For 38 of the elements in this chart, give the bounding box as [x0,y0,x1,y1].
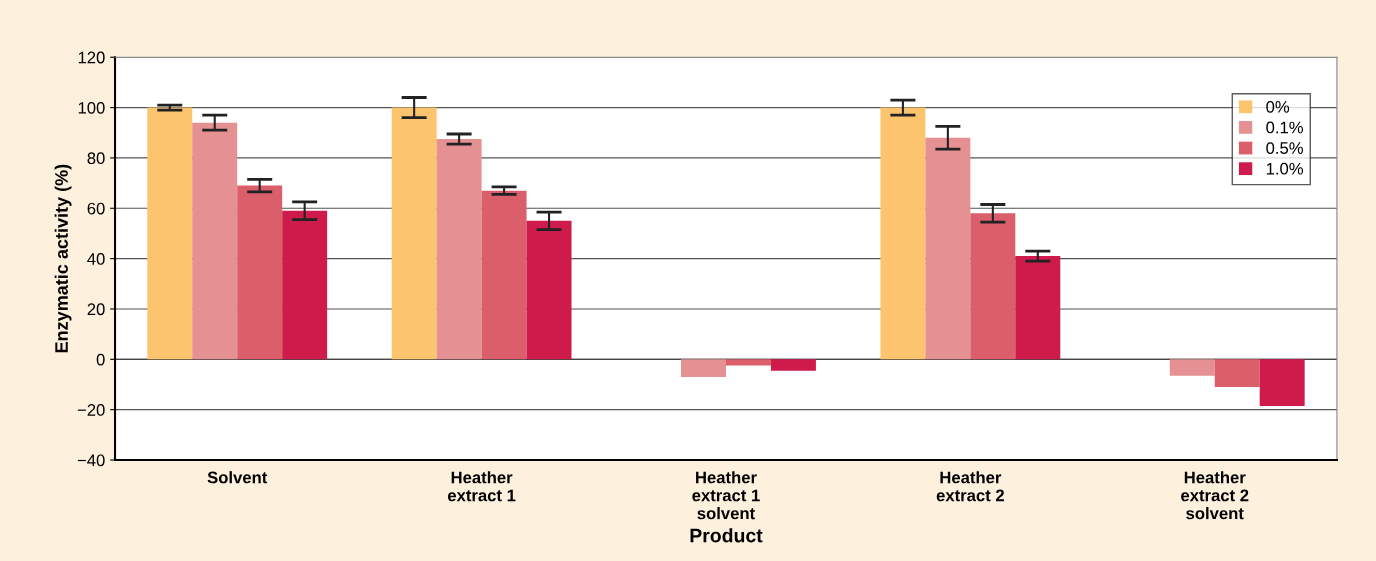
bar [282,210,328,360]
y-tick-label: −20 [77,404,105,416]
x-tick-label: Heather extract 1 solvent [692,471,760,520]
bar [1214,359,1260,388]
y-tick-label: −40 [77,454,105,467]
bar [1259,359,1305,406]
bar [1169,359,1215,376]
bar [880,107,926,360]
legend-label: 1.0% [1266,162,1303,175]
x-axis-title: Product [690,528,763,543]
x-tick-label: Heather extract 2 solvent [1181,471,1249,520]
legend-label: 0.1% [1266,121,1303,134]
bar [237,185,283,360]
bar [681,359,726,377]
bar [1015,256,1061,360]
bar [770,359,816,371]
y-tick-label: 80 [87,152,105,165]
y-tick-label: 120 [78,51,105,64]
bar [970,213,1016,360]
bar [481,190,527,360]
y-tick-label: 0 [96,353,105,366]
y-tick-label: 20 [87,303,105,316]
legend-label: 0% [1266,100,1290,113]
x-tick-label: Heather extract 1 [447,471,516,502]
bar [526,220,572,360]
bar [725,359,771,366]
legend-label: 0.5% [1266,142,1303,154]
x-tick-label: Heather extract 2 [936,471,1004,502]
bar [925,137,971,360]
bar [436,139,482,360]
x-tick-label: Solvent [207,471,268,484]
y-tick-label: 40 [87,253,105,265]
y-tick-label: 60 [87,202,105,215]
bar [147,107,193,360]
y-tick-label: 100 [78,101,105,114]
bar [192,122,238,360]
y-axis-title: Enzymatic activity (%) [54,164,72,353]
bar [391,107,437,360]
